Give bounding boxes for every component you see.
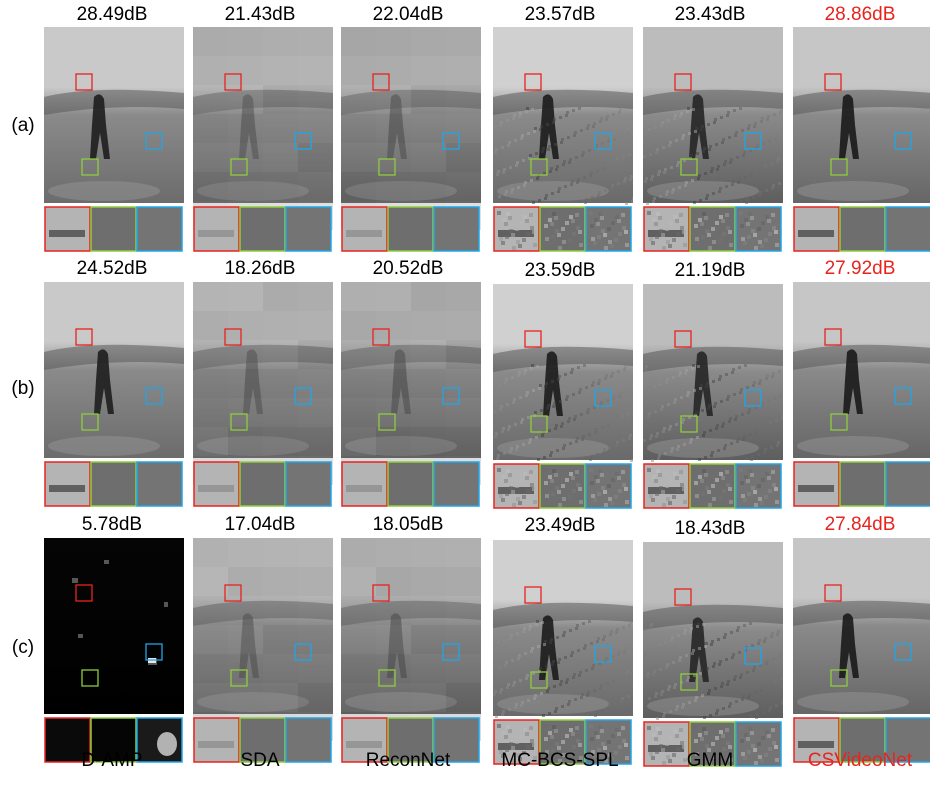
psnr-a-mcbcsspl: 23.57dB: [524, 4, 596, 25]
psnr-c-reconnet: 18.05dB: [372, 514, 444, 535]
panel-b-damp: [44, 282, 184, 528]
psnr-b-csvideonet: 27.92dB: [824, 258, 896, 279]
panel-c-sda: [193, 538, 333, 784]
panel-b-sda: [193, 282, 333, 528]
panel-a-csvideonet: [793, 27, 930, 273]
row-label-b: (b): [11, 378, 35, 399]
row-label-c: (c): [11, 637, 35, 658]
panel-b-gmm: [643, 284, 783, 530]
panel-c-csvideonet: [793, 538, 930, 784]
frame-image: [44, 282, 184, 507]
panel-b-csvideonet: [793, 282, 930, 528]
frame-image: [341, 282, 481, 507]
psnr-b-reconnet: 20.52dB: [372, 258, 444, 279]
panel-c-mcbcsspl: [493, 540, 633, 786]
psnr-c-mcbcsspl: 23.49dB: [524, 515, 596, 536]
method-label-mcbcsspl: MC-BCS-SPL: [501, 750, 619, 771]
panel-b-mcbcsspl: [493, 284, 633, 530]
psnr-c-csvideonet: 27.84dB: [824, 514, 896, 535]
psnr-a-damp: 28.49dB: [76, 4, 148, 25]
psnr-c-gmm: 18.43dB: [674, 518, 746, 539]
frame-image: [193, 538, 333, 763]
frame-image: [193, 27, 333, 252]
method-label-csvideonet: CSVideoNet: [807, 750, 913, 771]
frame-image: [643, 542, 783, 767]
psnr-a-csvideonet: 28.86dB: [824, 4, 896, 25]
psnr-b-gmm: 21.19dB: [674, 260, 746, 281]
psnr-b-damp: 24.52dB: [76, 258, 148, 279]
panel-c-reconnet: [341, 538, 481, 784]
panel-a-reconnet: [341, 27, 481, 273]
psnr-b-sda: 18.26dB: [224, 258, 296, 279]
frame-image: [793, 538, 930, 763]
frame-image: [793, 27, 930, 252]
panel-a-mcbcsspl: [493, 27, 633, 273]
panel-a-damp: [44, 27, 184, 273]
frame-image: [643, 284, 783, 509]
frame-image: [341, 27, 481, 252]
panel-c-damp: [44, 538, 184, 784]
psnr-a-gmm: 23.43dB: [674, 4, 746, 25]
frame-image: [44, 27, 184, 252]
panel-a-sda: [193, 27, 333, 273]
frame-image: [493, 284, 633, 509]
frame-image: [643, 27, 783, 252]
method-label-reconnet: ReconNet: [365, 750, 451, 771]
frame-image: [493, 27, 633, 252]
psnr-c-damp: 5.78dB: [81, 514, 143, 535]
panel-a-gmm: [643, 27, 783, 273]
psnr-a-sda: 21.43dB: [224, 4, 296, 25]
frame-image: [493, 540, 633, 765]
frame-image: [341, 538, 481, 763]
method-label-damp: D-AMP: [81, 750, 143, 771]
method-label-gmm: GMM: [686, 750, 734, 771]
panel-b-reconnet: [341, 282, 481, 528]
frame-image: [793, 282, 930, 507]
row-label-a: (a): [11, 115, 35, 136]
psnr-b-mcbcsspl: 23.59dB: [524, 260, 596, 281]
method-label-sda: SDA: [240, 750, 280, 771]
frame-image: [44, 538, 184, 763]
psnr-c-sda: 17.04dB: [224, 514, 296, 535]
panel-c-gmm: [643, 542, 783, 788]
psnr-a-reconnet: 22.04dB: [372, 4, 444, 25]
frame-image: [193, 282, 333, 507]
